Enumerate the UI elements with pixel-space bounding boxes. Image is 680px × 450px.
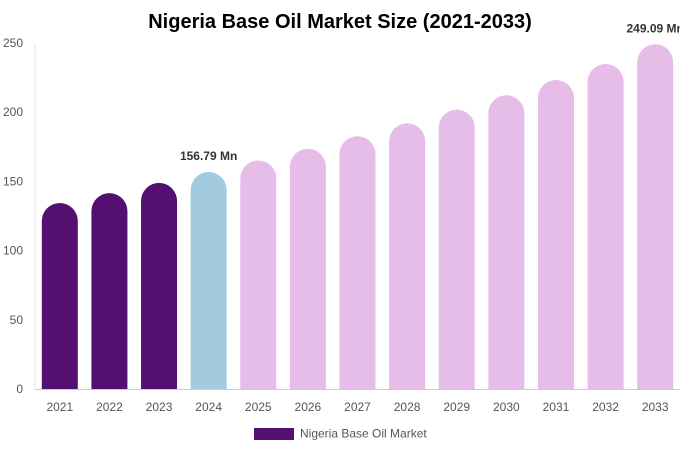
x-tick-label: 2022 bbox=[96, 400, 123, 414]
bar-2029[interactable] bbox=[438, 109, 475, 389]
y-tick-label: 200 bbox=[3, 105, 23, 119]
x-tick-label: 2026 bbox=[295, 400, 322, 414]
bar-2023[interactable] bbox=[141, 182, 178, 389]
x-tick-label: 2028 bbox=[394, 400, 421, 414]
y-tick-label: 150 bbox=[3, 174, 23, 188]
x-tick-label: 2031 bbox=[543, 400, 570, 414]
x-tick-label: 2027 bbox=[344, 400, 371, 414]
legend-swatch bbox=[254, 428, 294, 440]
data-label-2033: 249.09 Mn bbox=[627, 21, 680, 35]
bar-2021[interactable] bbox=[41, 202, 78, 389]
x-tick-label: 2029 bbox=[443, 400, 470, 414]
bar-2024[interactable] bbox=[190, 172, 227, 389]
bar-2032[interactable] bbox=[587, 64, 624, 389]
x-tick-label: 2033 bbox=[642, 400, 669, 414]
bar-2026[interactable] bbox=[289, 148, 326, 389]
bar-2022[interactable] bbox=[91, 193, 128, 389]
y-tick-label: 100 bbox=[3, 244, 23, 258]
legend[interactable]: Nigeria Base Oil Market bbox=[254, 427, 427, 441]
x-tick-label: 2021 bbox=[46, 400, 73, 414]
bar-2027[interactable] bbox=[339, 136, 376, 389]
x-tick-label: 2032 bbox=[592, 400, 619, 414]
x-tick-label: 2030 bbox=[493, 400, 520, 414]
legend-label: Nigeria Base Oil Market bbox=[300, 427, 427, 441]
bar-2028[interactable] bbox=[389, 123, 426, 389]
y-tick-label: 50 bbox=[10, 313, 24, 327]
x-tick-label: 2023 bbox=[146, 400, 173, 414]
chart-title: Nigeria Base Oil Market Size (2021-2033) bbox=[148, 11, 532, 33]
bar-2025[interactable] bbox=[240, 160, 277, 389]
x-tick-label: 2025 bbox=[245, 400, 272, 414]
y-tick-label: 0 bbox=[16, 382, 23, 396]
bar-2031[interactable] bbox=[537, 79, 574, 390]
bar-2033[interactable] bbox=[637, 44, 674, 390]
bar-2030[interactable] bbox=[488, 95, 525, 389]
x-tick-label: 2024 bbox=[195, 400, 222, 414]
y-tick-label: 250 bbox=[3, 36, 23, 50]
data-label-2024: 156.79 Mn bbox=[180, 149, 237, 163]
